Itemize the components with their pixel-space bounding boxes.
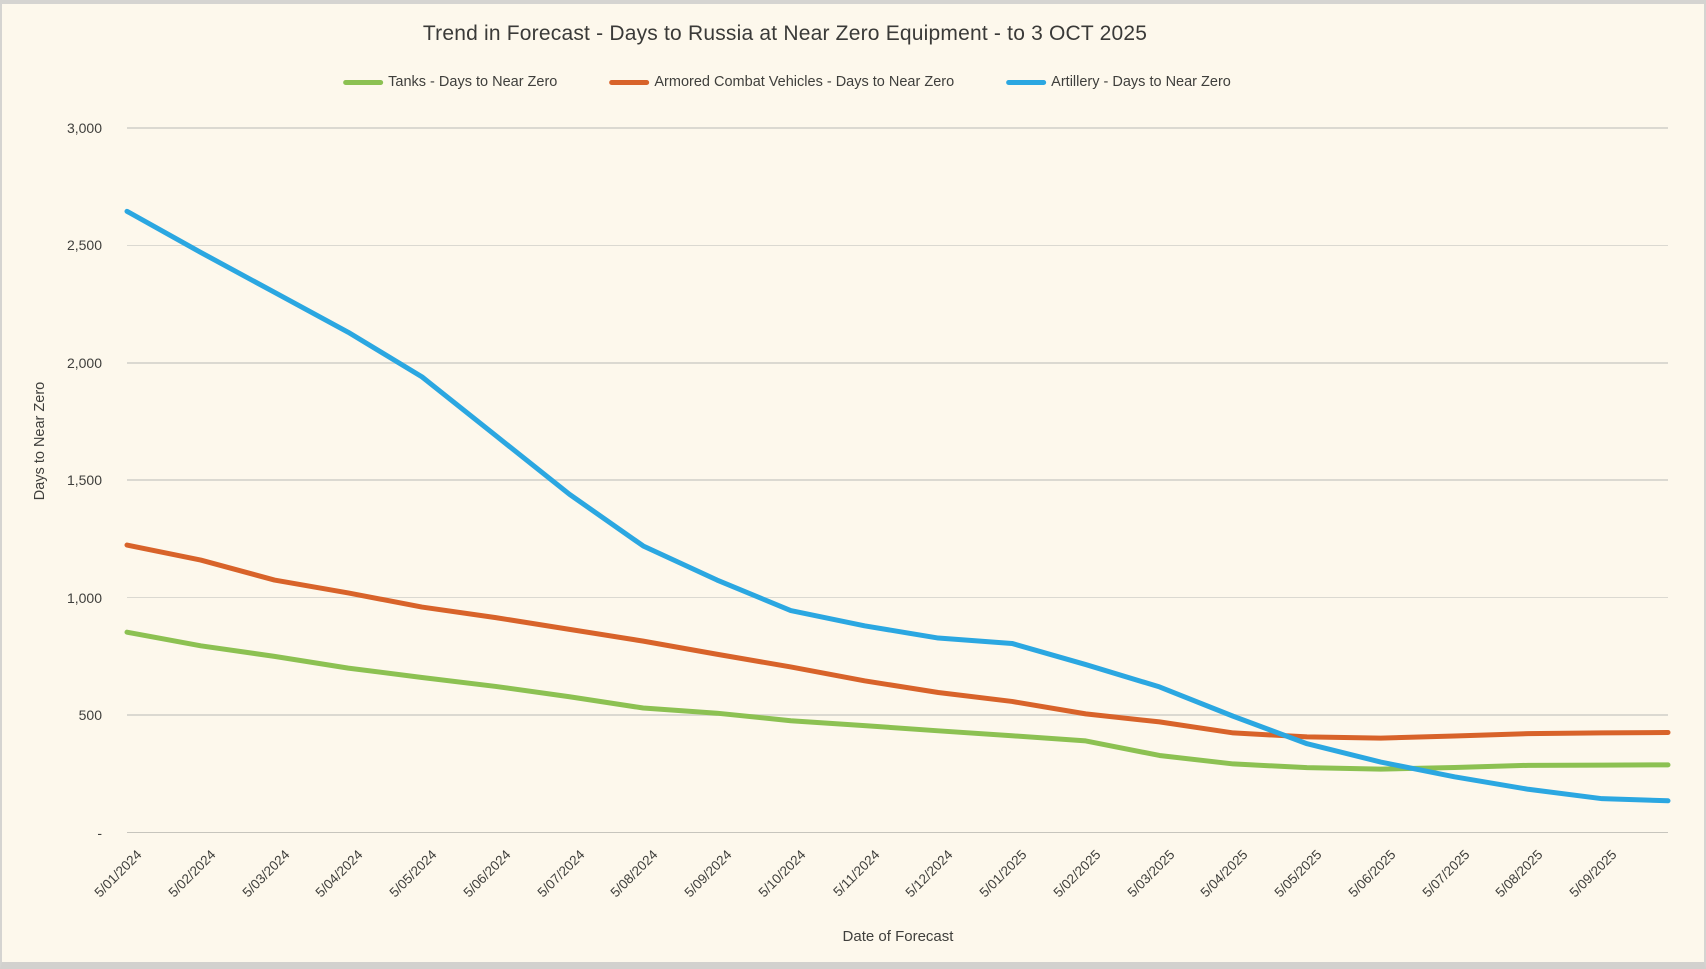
series-line-armored-combat-vehicles[interactable] [124,542,1671,741]
legend-swatch-tanks [343,79,384,85]
legend-swatch-armored-combat-vehicles [609,79,650,85]
legend-item-armored-combat-vehicles[interactable]: Armored Combat Vehicles - Days to Near Z… [609,74,954,90]
y-tick-label-2000: 2,000 [66,354,102,371]
gridline-1000 [127,596,1668,599]
legend-swatch-artillery [1006,79,1047,85]
gridline-1500 [127,479,1668,481]
gridline-3000 [127,127,1668,129]
y-tick-label-500: 500 [78,707,102,724]
y-tick-label-2500: 2,500 [66,237,102,254]
y-tick-label-1500: 1,500 [66,472,102,489]
legend-label: Tanks - Days to Near Zero [388,74,558,90]
y-tick-label-0: - [97,824,102,841]
gridline-2500 [127,244,1668,247]
series-line-artillery[interactable] [124,208,1671,804]
legend-label: Artillery - Days to Near Zero [1051,74,1231,90]
legend-item-artillery[interactable]: Artillery - Days to Near Zero [1006,74,1231,90]
y-tick-label-3000: 3,000 [66,119,102,136]
chart-title: Trend in Forecast - Days to Russia at Ne… [422,22,1148,45]
legend-item-tanks[interactable]: Tanks - Days to Near Zero [343,74,557,90]
series-line-tanks[interactable] [124,629,1671,772]
series-plot [124,208,1671,804]
gridline-2000 [127,362,1668,364]
x-axis-title: Date of Forecast [842,928,954,945]
legend-label: Armored Combat Vehicles - Days to Near Z… [654,74,955,90]
gridline-500 [127,714,1668,716]
x-axis-line [127,831,1668,834]
y-tick-label-1000: 1,000 [66,589,102,606]
chart-legend: Tanks - Days to Near Zero Armored Combat … [343,74,1231,90]
